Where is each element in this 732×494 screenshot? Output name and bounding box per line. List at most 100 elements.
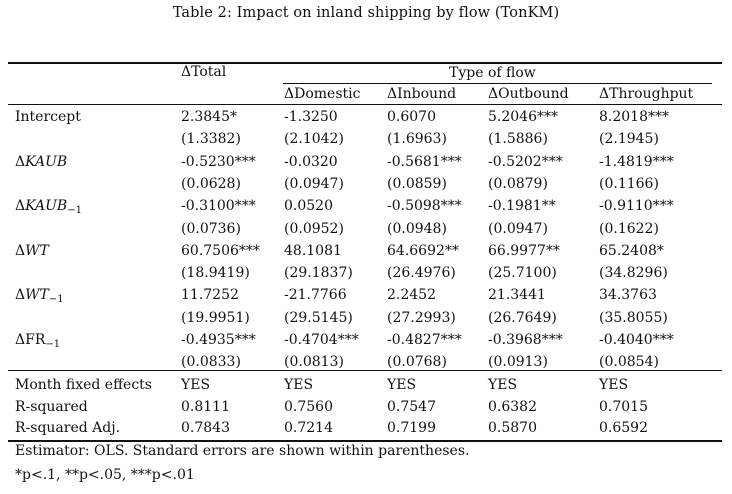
header-rule [8, 104, 722, 105]
se-cell: (27.2993) [387, 309, 456, 326]
note-significance: *p<.1, **p<.05, ***p<.01 [15, 467, 195, 483]
stat-cell: 0.7560 [284, 398, 333, 415]
header-type-of-flow: Type of flow [449, 65, 536, 81]
se-cell: (0.0854) [599, 354, 659, 371]
se-cell: (0.1166) [599, 175, 659, 192]
se-cell: (1.6963) [387, 131, 447, 148]
row-label-delta: Δ [15, 242, 26, 259]
se-cell: (2.1042) [284, 131, 344, 148]
coef-cell: 2.2452 [387, 287, 436, 304]
row-label: ΔKAUB [15, 153, 67, 171]
header-col-inbound: ΔInbound [387, 86, 457, 102]
stat-cell: 0.7214 [284, 420, 333, 436]
stat-cell: YES [599, 377, 629, 393]
se-cell: (2.1945) [599, 131, 659, 148]
se-cell: (26.7649) [488, 309, 557, 326]
se-cell: (0.0947) [488, 220, 548, 237]
table-caption: Table 2: Impact on inland shipping by fl… [172, 5, 560, 21]
stat-cell: 0.7843 [181, 420, 230, 436]
coef-cell: 66.9977** [488, 242, 560, 259]
se-cell: (34.8296) [599, 265, 668, 282]
coef-cell: 65.2408* [599, 242, 664, 259]
note-estimator: Estimator: OLS. Standard errors are show… [15, 443, 470, 459]
stat-label: R-squared Adj. [15, 420, 121, 436]
se-cell: (0.0813) [284, 354, 344, 371]
stats-rule [8, 370, 722, 371]
stat-cell: YES [284, 377, 314, 393]
coef-cell: 8.2018*** [599, 109, 669, 125]
coef-cell: -0.4827*** [387, 332, 462, 348]
coef-cell: -1.4819*** [599, 153, 674, 170]
se-cell: (1.3382) [181, 131, 241, 148]
coef-cell: 60.7506*** [181, 242, 260, 259]
stat-cell: YES [488, 377, 518, 393]
se-cell: (25.7100) [488, 265, 557, 282]
coef-cell: -0.5202*** [488, 153, 563, 170]
coef-cell: -0.0320 [284, 153, 338, 170]
row-label-subscript: −1 [48, 294, 64, 306]
se-cell: (0.0948) [387, 220, 447, 237]
row-label: Intercept [15, 109, 81, 125]
stat-cell: 0.5870 [488, 420, 537, 436]
coef-cell: 2.3845* [181, 109, 237, 125]
coef-cell: -21.7766 [284, 287, 347, 304]
se-cell: (18.9419) [181, 265, 250, 282]
bottom-rule [8, 440, 722, 442]
row-label-variable: KAUB [25, 153, 68, 170]
stat-cell: 0.7199 [387, 420, 436, 436]
header-total: ΔTotal [181, 64, 227, 80]
row-label-variable: FR [25, 332, 46, 348]
group-rule [283, 83, 712, 84]
row-label-variable: WT [25, 287, 49, 304]
stat-cell: YES [387, 377, 417, 393]
se-cell: (0.0947) [284, 175, 344, 192]
coef-cell: -0.9110*** [599, 198, 674, 215]
row-label-delta: Δ [15, 153, 26, 170]
stat-cell: 0.7547 [387, 398, 436, 415]
coef-cell: 5.2046*** [488, 109, 558, 125]
header-col-outbound: ΔOutbound [488, 86, 569, 102]
se-cell: (0.0879) [488, 175, 548, 192]
se-cell: (19.9951) [181, 309, 250, 326]
coef-cell: -0.4935*** [181, 332, 256, 348]
coef-cell: 11.7252 [181, 287, 239, 304]
coef-cell: 0.6070 [387, 109, 436, 125]
coef-cell: -0.3100*** [181, 198, 256, 215]
stat-label: R-squared [15, 398, 88, 415]
se-cell: (0.0913) [488, 354, 548, 371]
row-label: ΔWT−1 [15, 286, 64, 309]
coef-cell: 64.6692** [387, 242, 459, 259]
header-col-throughput: ΔThroughput [599, 86, 694, 102]
se-cell: (29.1837) [284, 265, 353, 282]
se-cell: (26.4976) [387, 265, 456, 282]
stat-cell: YES [181, 377, 211, 393]
se-cell: (0.0768) [387, 354, 447, 371]
row-label-delta: Δ [15, 332, 26, 348]
stat-label: Month fixed effects [15, 377, 152, 393]
coef-cell: -0.3968*** [488, 332, 563, 348]
row-label-variable: WT [25, 242, 49, 259]
stat-cell: 0.6592 [599, 420, 648, 436]
coef-cell: 0.0520 [284, 198, 333, 215]
row-label: ΔKAUB−1 [15, 197, 82, 220]
se-cell: (0.0628) [181, 175, 241, 192]
coef-cell: -0.5098*** [387, 198, 462, 215]
coef-cell: -0.5230*** [181, 153, 256, 170]
se-cell: (35.8055) [599, 309, 668, 326]
se-cell: (0.1622) [599, 220, 659, 237]
row-label: ΔFR−1 [15, 331, 60, 354]
coef-cell: -0.4040*** [599, 332, 674, 348]
coef-cell: 34.3763 [599, 287, 657, 304]
coef-cell: 48.1081 [284, 242, 342, 259]
stat-cell: 0.7015 [599, 398, 648, 415]
coef-cell: -0.1981** [488, 198, 556, 215]
se-cell: (0.0833) [181, 354, 241, 371]
se-cell: (1.5886) [488, 131, 548, 148]
coef-cell: 21.3441 [488, 287, 546, 304]
top-rule [8, 62, 722, 64]
coef-cell: -0.5681*** [387, 153, 462, 170]
stat-cell: 0.6382 [488, 398, 537, 415]
row-label-delta: Δ [15, 287, 26, 304]
row-label-subscript: −1 [67, 205, 82, 217]
stat-cell: 0.8111 [181, 398, 230, 415]
